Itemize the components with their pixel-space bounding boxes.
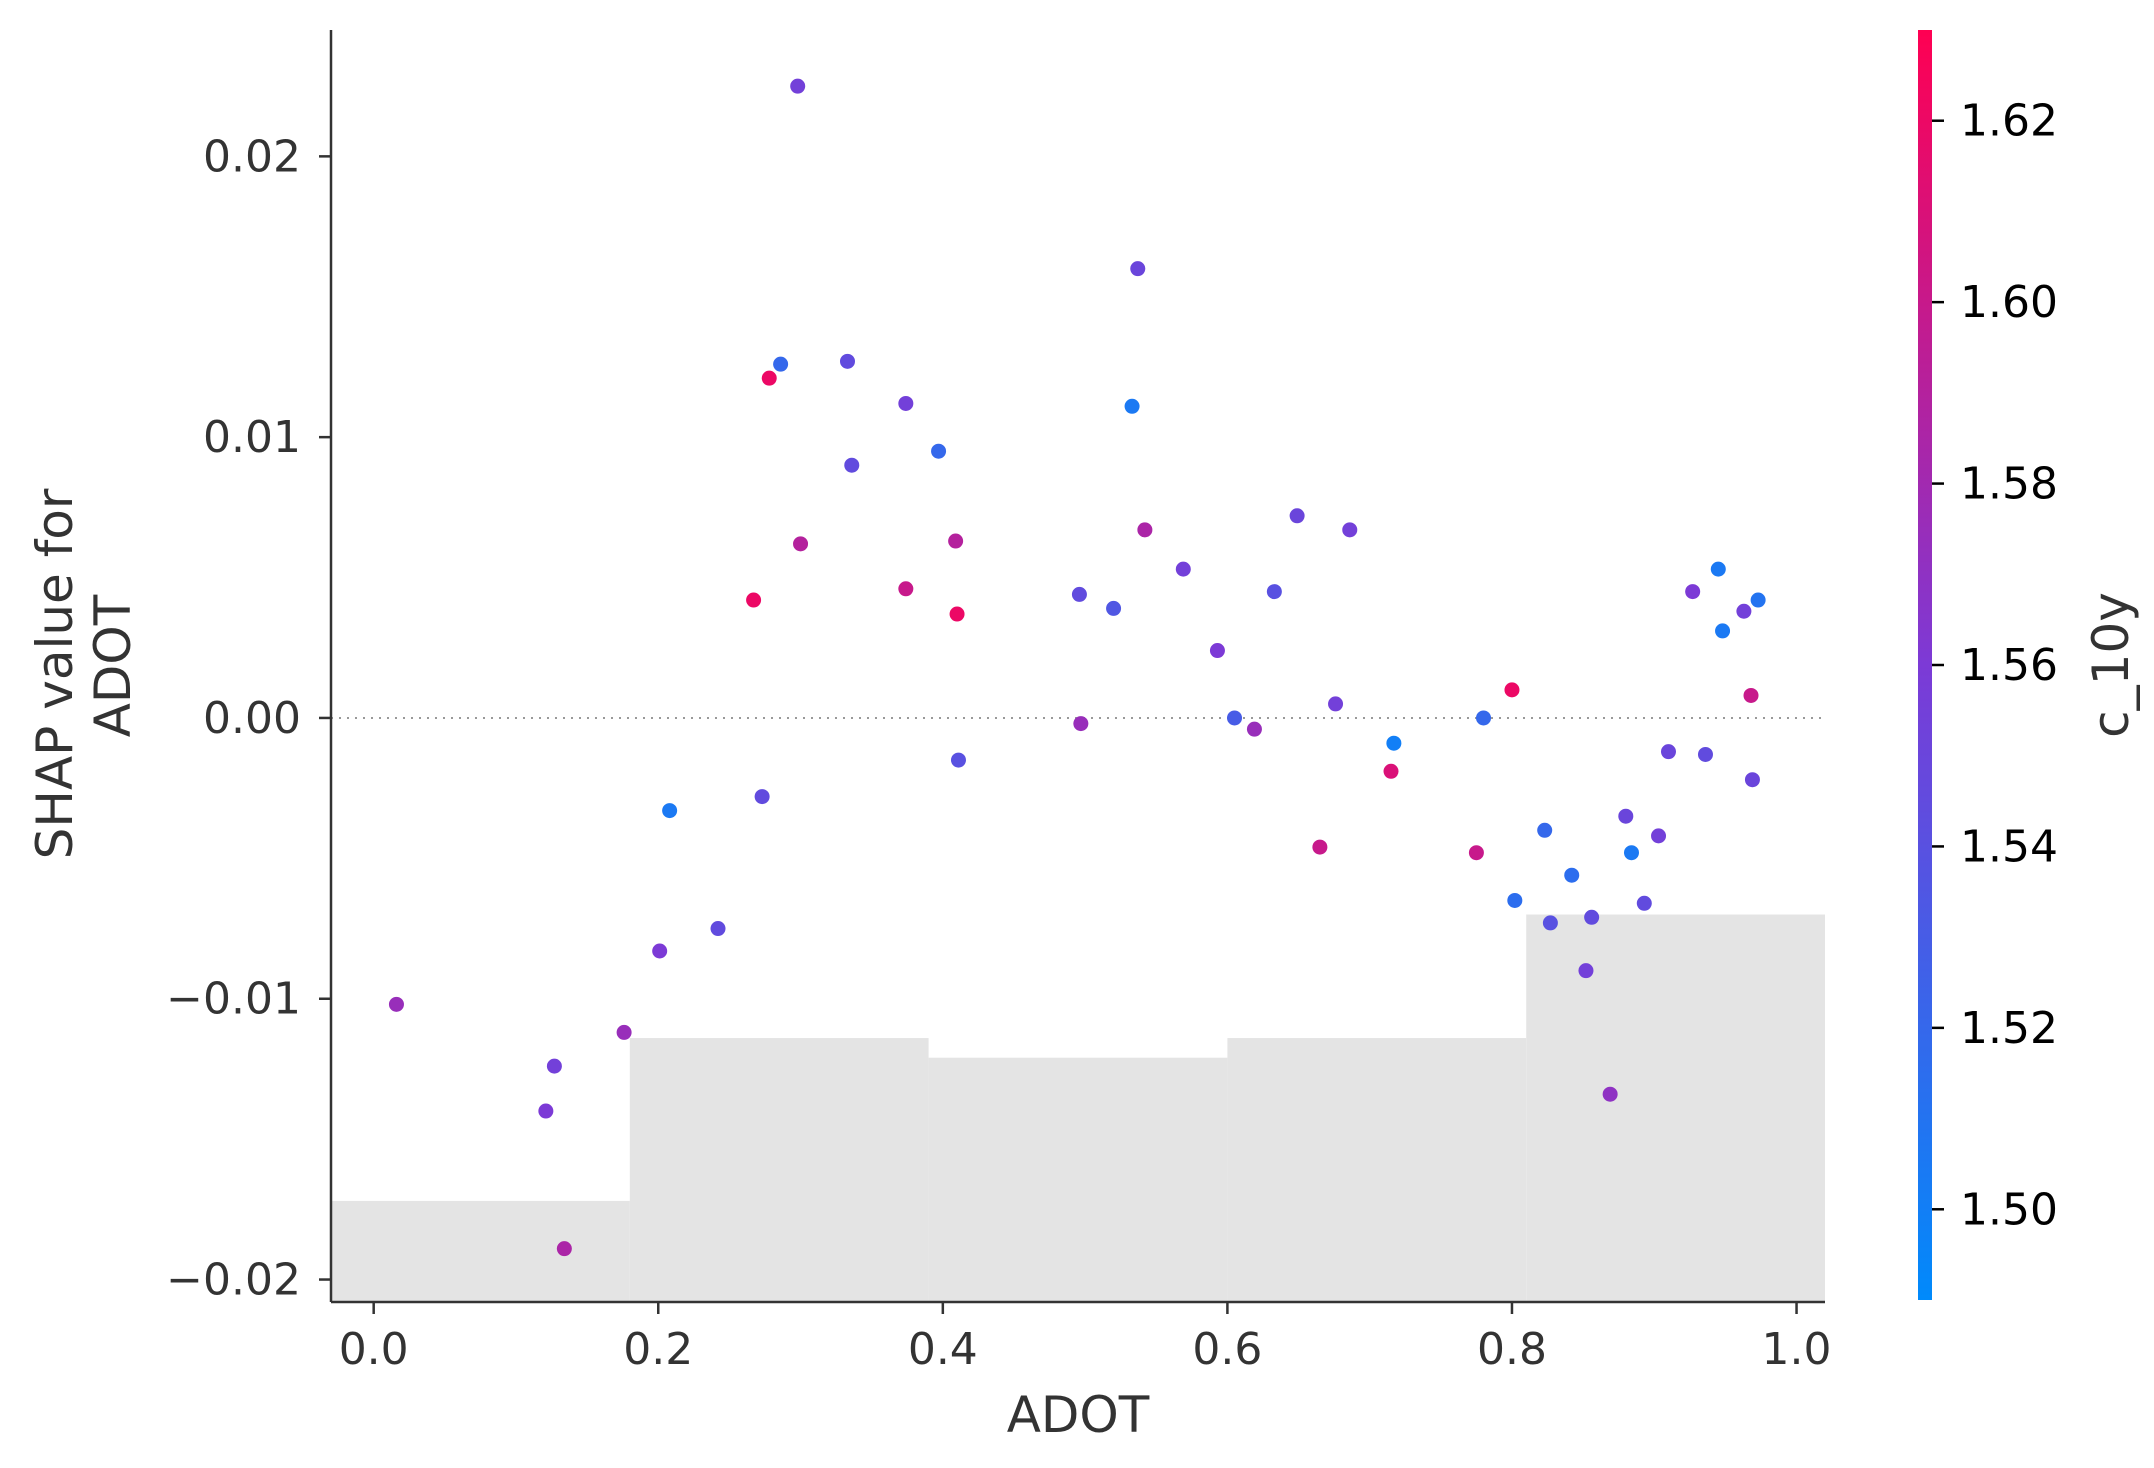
scatter-point <box>950 752 966 768</box>
scatter-point <box>662 803 678 819</box>
x-tick-label: 0.0 <box>339 1324 409 1375</box>
x-axis-label: ADOT <box>1007 1386 1150 1444</box>
colorbar-tick-label: 1.62 <box>1960 96 2058 147</box>
x-tick-label: 1.0 <box>1762 1324 1832 1375</box>
scatter-point <box>1564 867 1580 883</box>
scatter-point <box>1137 522 1153 538</box>
scatter-point <box>773 356 789 372</box>
y-tick-label: 0.01 <box>203 412 301 463</box>
scatter-point <box>1106 600 1122 616</box>
scatter-point <box>1636 895 1652 911</box>
colorbar-tick-label: 1.58 <box>1960 459 2058 510</box>
scatter-point <box>793 536 809 552</box>
y-tick-label: 0.00 <box>203 693 301 744</box>
scatter-point <box>1750 592 1766 608</box>
scatter-point <box>754 789 770 805</box>
scatter-point <box>1130 261 1146 277</box>
scatter-point <box>1383 763 1399 779</box>
scatter-point <box>1710 561 1726 577</box>
scatter-point <box>761 370 777 386</box>
scatter-point <box>388 996 404 1012</box>
scatter-point <box>1312 839 1328 855</box>
scatter-point <box>898 581 914 597</box>
colorbar-ticks: 1.50 1.52 1.54 1.56 1.58 1.60 1.62 <box>1932 96 2058 1235</box>
scatter-point <box>1618 808 1634 824</box>
colorbar-tick-label: 1.52 <box>1960 1003 2058 1054</box>
scatter-point <box>746 592 762 608</box>
scatter-point <box>949 606 965 622</box>
x-axis-ticks: 0.0 0.2 0.4 0.6 0.8 1.0 <box>339 1302 1832 1375</box>
y-tick-label: −0.02 <box>166 1255 301 1306</box>
scatter-point <box>1476 710 1492 726</box>
scatter-point <box>1685 584 1701 600</box>
colorbar-label: c_10y <box>2082 592 2140 738</box>
scatter-point <box>844 457 860 473</box>
scatter-point <box>1507 892 1523 908</box>
scatter-point <box>1542 915 1558 931</box>
colorbar-tick-label: 1.60 <box>1960 277 2058 328</box>
scatter-point <box>1386 735 1402 751</box>
x-tick-label: 0.4 <box>908 1324 978 1375</box>
x-tick-label: 0.8 <box>1477 1324 1547 1375</box>
scatter-point <box>948 533 964 549</box>
scatter-point <box>538 1103 554 1119</box>
scatter-point <box>839 353 855 369</box>
scatter-point <box>1071 586 1087 602</box>
y-axis-label-line-1: SHAP value for <box>26 488 84 859</box>
scatter-point <box>1584 909 1600 925</box>
colorbar-tick-label: 1.54 <box>1960 821 2058 872</box>
scatter-point <box>1073 716 1089 732</box>
scatter-point <box>1342 522 1358 538</box>
scatter-point <box>1227 710 1243 726</box>
histogram-bar <box>629 1038 929 1302</box>
scatter-point <box>1175 561 1191 577</box>
scatter-point <box>1266 584 1282 600</box>
scatter-point <box>898 395 914 411</box>
scatter-point <box>546 1058 562 1074</box>
feature-histogram <box>331 914 1825 1302</box>
scatter-points <box>388 78 1766 1257</box>
histogram-bar <box>1227 1038 1527 1302</box>
scatter-point <box>1537 822 1553 838</box>
scatter-point <box>1651 828 1667 844</box>
scatter-point <box>1736 603 1752 619</box>
colorbar-tick-label: 1.56 <box>1960 640 2058 691</box>
scatter-point <box>1328 696 1344 712</box>
scatter-point <box>1623 845 1639 861</box>
scatter-point <box>1504 682 1520 698</box>
y-tick-label: −0.01 <box>166 974 301 1025</box>
scatter-point <box>1744 772 1760 788</box>
scatter-point <box>1715 623 1731 639</box>
scatter-point <box>710 921 726 937</box>
histogram-bar <box>1526 914 1825 1302</box>
scatter-point <box>616 1024 632 1040</box>
colorbar-tick-label: 1.50 <box>1960 1184 2058 1235</box>
scatter-point <box>1124 398 1140 414</box>
y-tick-label: 0.02 <box>203 131 301 182</box>
scatter-point <box>931 443 947 459</box>
scatter-point <box>1743 687 1759 703</box>
scatter-point <box>1246 721 1262 737</box>
colorbar <box>1918 30 1932 1300</box>
scatter-point <box>652 943 668 959</box>
scatter-point <box>1289 508 1305 524</box>
y-axis-label: SHAP value for ADOT <box>26 473 142 860</box>
scatter-point <box>1602 1086 1618 1102</box>
scatter-point <box>790 78 806 94</box>
scatter-point <box>1697 746 1713 762</box>
x-tick-label: 0.6 <box>1192 1324 1262 1375</box>
scatter-point <box>1468 845 1484 861</box>
x-tick-label: 0.2 <box>623 1324 693 1375</box>
scatter-point <box>1660 744 1676 760</box>
histogram-bar <box>928 1057 1228 1302</box>
y-axis-ticks: −0.02 −0.01 0.00 0.01 0.02 <box>166 131 331 1306</box>
histogram-bar <box>331 1200 630 1302</box>
scatter-point <box>556 1241 572 1257</box>
scatter-point <box>1578 963 1594 979</box>
y-axis-label-line-2: ADOT <box>84 594 142 737</box>
scatter-point <box>1209 643 1225 659</box>
